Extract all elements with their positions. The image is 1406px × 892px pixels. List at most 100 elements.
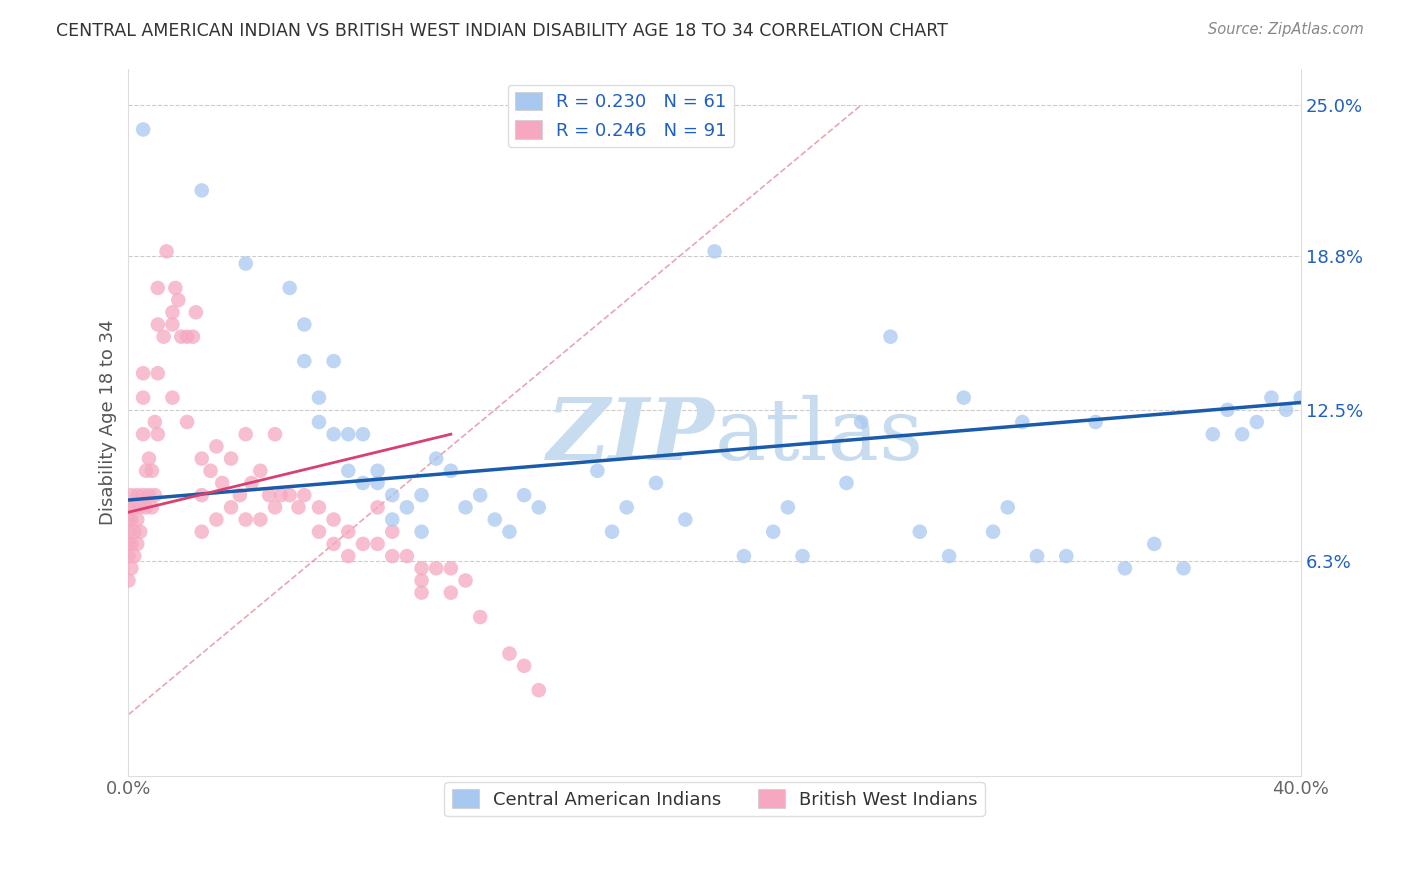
Point [132,391,155,405]
Point [120,537,142,551]
Point [124,524,146,539]
Point [235,256,257,270]
Point [120,561,142,575]
Point [135,464,157,478]
Point [616,500,638,515]
Point [337,549,360,563]
Point [200,464,222,478]
Point [513,658,536,673]
Point [586,464,609,478]
Point [219,451,242,466]
Point [381,512,404,526]
Point [1114,561,1136,575]
Point [395,500,418,515]
Point [165,281,187,295]
Point [322,512,344,526]
Point [117,524,139,539]
Point [308,500,330,515]
Point [143,415,166,429]
Point [205,439,228,453]
Y-axis label: Disability Age 18 to 34: Disability Age 18 to 34 [100,319,117,524]
Point [176,329,198,343]
Point [162,391,184,405]
Point [249,464,271,478]
Point [484,512,506,526]
Point [322,354,344,368]
Point [367,537,389,551]
Point [440,561,463,575]
Point [292,354,315,368]
Point [124,500,146,515]
Point [1026,549,1049,563]
Point [117,500,139,515]
Point [143,488,166,502]
Point [352,427,374,442]
Text: ZIP: ZIP [547,394,714,478]
Point [167,293,190,307]
Point [513,488,536,502]
Point [1230,427,1253,442]
Point [190,524,212,539]
Point [1216,402,1239,417]
Point [498,524,520,539]
Point [211,475,233,490]
Point [135,500,157,515]
Point [411,585,433,599]
Legend: Central American Indians, British West Indians: Central American Indians, British West I… [444,782,984,816]
Point [835,475,858,490]
Point [381,549,404,563]
Point [498,647,520,661]
Point [132,427,155,442]
Point [138,451,160,466]
Point [129,500,152,515]
Point [152,329,174,343]
Point [308,415,330,429]
Point [190,183,212,197]
Point [425,451,447,466]
Point [381,488,404,502]
Point [1202,427,1225,442]
Point [264,427,287,442]
Text: Source: ZipAtlas.com: Source: ZipAtlas.com [1208,22,1364,37]
Point [117,537,139,551]
Point [249,512,271,526]
Point [235,427,257,442]
Point [292,488,315,502]
Point [308,391,330,405]
Point [308,524,330,539]
Point [411,574,433,588]
Point [1054,549,1077,563]
Point [673,512,696,526]
Point [117,549,139,563]
Point [938,549,960,563]
Point [278,281,301,295]
Point [762,524,785,539]
Point [981,524,1004,539]
Point [278,488,301,502]
Point [292,318,315,332]
Point [527,500,550,515]
Point [792,549,814,563]
Point [645,475,668,490]
Point [120,512,142,526]
Point [132,366,155,380]
Point [703,244,725,259]
Point [322,427,344,442]
Point [470,610,492,624]
Point [367,464,389,478]
Point [190,488,212,502]
Point [257,488,280,502]
Point [337,427,360,442]
Point [1173,561,1195,575]
Point [1084,415,1107,429]
Point [470,488,492,502]
Point [162,305,184,319]
Point [170,329,193,343]
Point [117,574,139,588]
Point [600,524,623,539]
Point [229,488,252,502]
Point [162,318,184,332]
Point [411,488,433,502]
Point [141,500,163,515]
Point [1289,391,1312,405]
